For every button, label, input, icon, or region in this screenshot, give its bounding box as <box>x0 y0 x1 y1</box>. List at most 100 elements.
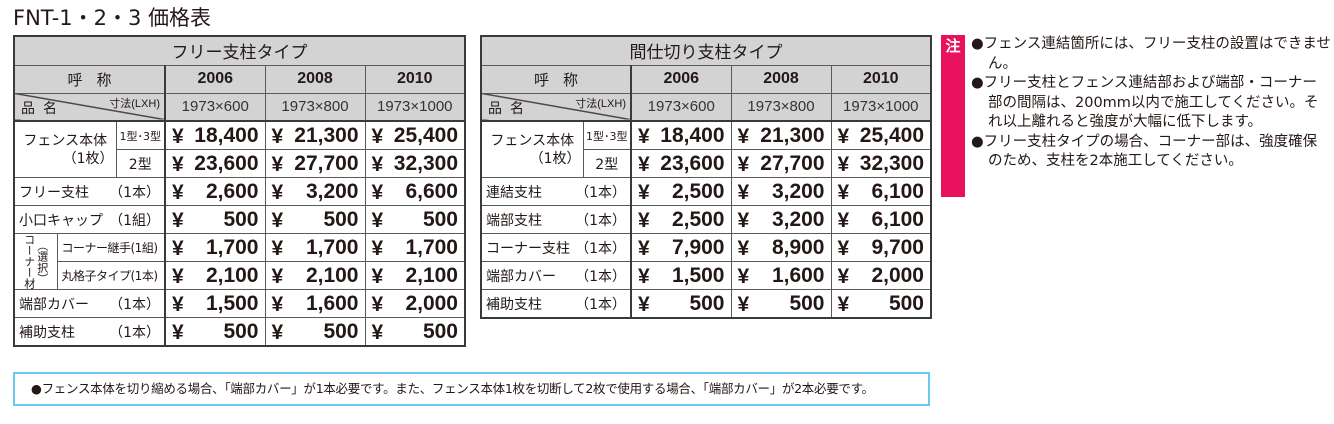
item-label: 端部カバー <box>486 268 556 285</box>
dimension-header: 寸法(LXH) <box>109 97 160 110</box>
price-amount: 500 <box>422 320 458 343</box>
table-row: 補助支柱 （1本） ¥500 ¥500 ¥500 <box>13 317 466 347</box>
yen-symbol: ¥ <box>638 181 650 204</box>
yen-symbol: ¥ <box>371 265 384 288</box>
price-amount: 500 <box>422 208 458 231</box>
item-label: 端部支柱 <box>486 212 542 229</box>
table-row: フェンス本体 （1枚） 1型･3型 ¥18,400 ¥21,300 ¥25,40… <box>13 120 466 178</box>
table-row: コーナー支柱 （1本） ¥7,900 ¥8,900 ¥9,700 <box>480 233 932 262</box>
table-row: 端部カバー （1本） ¥1,500 ¥1,600 ¥2,000 <box>480 261 932 290</box>
item-label-cell: 端部カバー （1本） <box>480 261 632 290</box>
fence-body-label: フェンス本体 （1枚） <box>480 120 584 178</box>
price-cell: ¥1,500 <box>630 261 732 290</box>
price-amount: 2,600 <box>205 180 259 203</box>
note-badge: 注 <box>941 35 965 197</box>
yen-symbol: ¥ <box>271 209 284 232</box>
item-label: 端部カバー <box>19 296 89 313</box>
price-cell: ¥500 <box>164 205 266 234</box>
item-unit: （1枚） <box>529 150 581 167</box>
item-unit: （1組） <box>109 212 160 229</box>
yen-symbol: ¥ <box>638 293 650 316</box>
price-cell: ¥32,300 <box>830 149 932 178</box>
table-row: コーナー材 （選択） コーナー継手(1組) ¥1,700 ¥1,700 ¥1,7… <box>13 233 466 290</box>
note-item: ●フェンス連結箇所には、フリー支柱の設置はできません。 <box>971 36 1331 72</box>
price-cell: ¥1,500 <box>164 289 266 318</box>
variant-label: 1型･3型 <box>115 120 166 150</box>
price-cell: ¥2,500 <box>630 177 732 206</box>
yen-symbol: ¥ <box>837 237 850 260</box>
yen-symbol: ¥ <box>271 125 284 148</box>
yen-symbol: ¥ <box>371 181 384 204</box>
yen-symbol: ¥ <box>837 153 850 176</box>
price-amount: 1,500 <box>671 264 725 287</box>
price-cell: ¥6,600 <box>364 177 466 206</box>
price-table-free-post: フリー支柱タイプ 呼称 2006 2008 2010 品名 寸法(LXH) 19… <box>13 35 466 347</box>
price-cell: ¥6,100 <box>830 177 932 206</box>
note-list: ●フェンス連結箇所には、フリー支柱の設置はできません。 ●フリー支柱とフェンス連… <box>971 35 1331 172</box>
price-amount: 500 <box>223 320 259 343</box>
price-cell: ¥3,200 <box>730 205 832 234</box>
year-header: 2010 <box>364 64 466 94</box>
price-cell: ¥1,700 <box>364 233 466 262</box>
yen-symbol: ¥ <box>737 293 750 316</box>
price-cell: ¥25,400 <box>364 120 466 150</box>
price-cell: ¥2,000 <box>830 261 932 290</box>
price-cell: ¥6,100 <box>830 205 932 234</box>
corner-group-label: コーナー材 （選択） <box>13 233 58 290</box>
yen-symbol: ¥ <box>737 125 750 148</box>
price-cell: ¥3,200 <box>264 177 366 206</box>
price-amount: 2,100 <box>405 264 458 287</box>
fence-body-label: フェンス本体 （1枚） <box>13 120 117 178</box>
note-item: ●フリー支柱タイプの場合、コーナー部は、強度確保のため、支柱を2本施工してくださ… <box>971 133 1318 170</box>
yen-symbol: ¥ <box>172 209 184 232</box>
corner-item-label: コーナー継手(1組) <box>56 233 166 262</box>
item-label-cell: 連結支柱 （1本） <box>480 177 632 206</box>
yen-symbol: ¥ <box>737 237 750 260</box>
item-unit: （1本） <box>109 324 160 341</box>
price-cell: ¥1,600 <box>264 289 366 318</box>
item-label: 補助支柱 <box>19 324 75 341</box>
variant-label: 1型･3型 <box>582 120 632 150</box>
variant-label: 2型 <box>582 149 632 178</box>
price-amount: 8,900 <box>771 236 825 259</box>
yen-symbol: ¥ <box>172 293 184 316</box>
yen-symbol: ¥ <box>271 293 284 316</box>
year-header: 2008 <box>730 64 832 94</box>
dimension-value: 1973×800 <box>730 92 832 122</box>
price-amount: 27,700 <box>294 152 359 175</box>
price-amount: 21,300 <box>294 124 359 147</box>
item-dimension-header: 品名 寸法(LXH) <box>13 92 166 122</box>
dimension-value: 1973×1000 <box>364 92 466 122</box>
price-amount: 21,300 <box>760 124 825 147</box>
price-amount: 9,700 <box>871 236 924 259</box>
price-amount: 25,400 <box>859 124 924 147</box>
price-cell: ¥500 <box>830 289 932 319</box>
table-row: 2型 ¥23,600 ¥27,700 ¥32,300 <box>14 149 466 178</box>
price-cell: ¥2,100 <box>164 261 266 290</box>
year-header: 2010 <box>830 64 932 94</box>
price-cell: ¥3,200 <box>730 177 832 206</box>
table-row: 端部支柱 （1本） ¥2,500 ¥3,200 ¥6,100 <box>480 205 932 234</box>
yen-symbol: ¥ <box>172 181 184 204</box>
price-amount: 500 <box>223 208 259 231</box>
price-amount: 25,400 <box>393 124 458 147</box>
yen-symbol: ¥ <box>371 125 384 148</box>
dimension-value: 1973×600 <box>164 92 266 122</box>
price-cell: ¥23,600 <box>630 149 732 178</box>
price-cell: ¥500 <box>364 205 466 234</box>
yen-symbol: ¥ <box>371 209 384 232</box>
price-amount: 6,100 <box>871 180 924 203</box>
price-amount: 6,100 <box>871 208 924 231</box>
price-cell: ¥500 <box>630 289 732 319</box>
price-cell: ¥1,600 <box>730 261 832 290</box>
price-amount: 23,600 <box>194 152 259 175</box>
item-label: コーナー支柱 <box>486 240 570 257</box>
table-row: 2型 ¥23,600 ¥27,700 ¥32,300 <box>481 149 932 178</box>
price-cell: ¥7,900 <box>630 233 732 262</box>
item-label-cell: 補助支柱 （1本） <box>480 289 632 319</box>
corner-group-note: （選択） <box>35 239 49 284</box>
year-header: 2006 <box>164 64 266 94</box>
price-amount: 2,000 <box>871 264 924 287</box>
price-cell: ¥27,700 <box>730 149 832 178</box>
price-cell: ¥500 <box>264 205 366 234</box>
